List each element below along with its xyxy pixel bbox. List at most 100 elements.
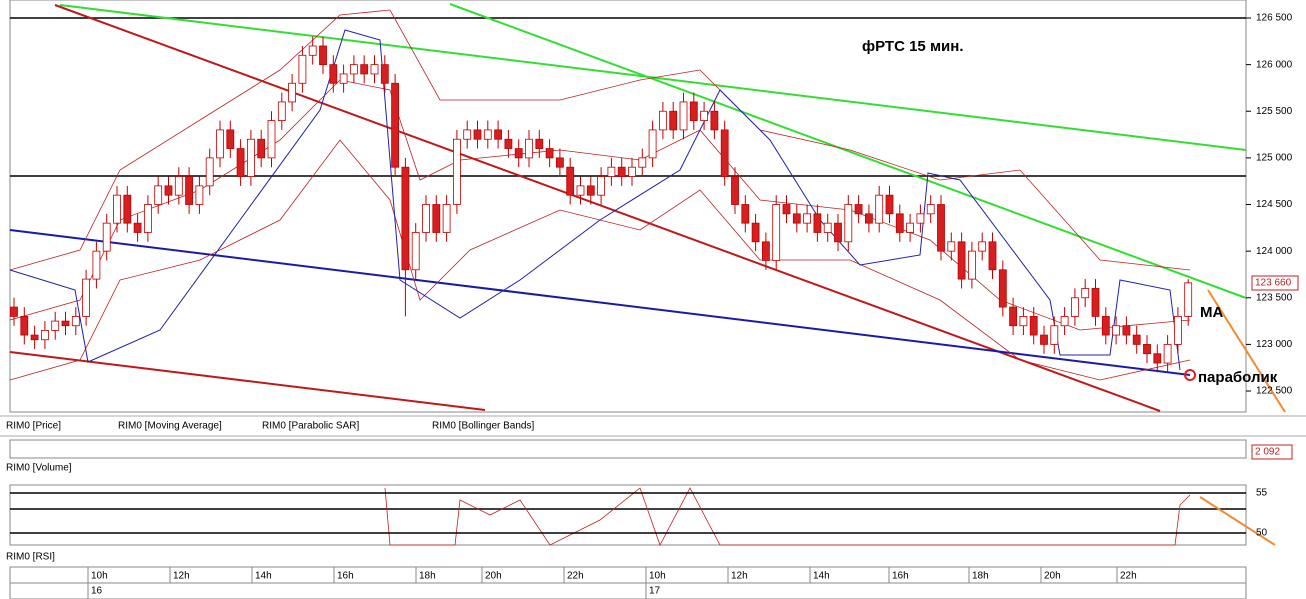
candle-body — [1112, 325, 1120, 336]
candle-body — [731, 176, 739, 205]
candle-body — [937, 204, 945, 252]
volume-panel — [9, 439, 1247, 459]
candle-body — [545, 148, 554, 159]
candle-body — [803, 213, 811, 224]
candle-body — [1122, 325, 1131, 336]
candle-body — [1019, 316, 1028, 327]
candle-body — [1009, 306, 1017, 327]
candle-body — [1071, 297, 1079, 317]
candle-body — [998, 269, 1007, 308]
candle-body — [370, 64, 379, 75]
candle-body — [483, 129, 492, 140]
y-tick-label: 123 500 — [1256, 292, 1293, 303]
candle-body — [813, 213, 822, 233]
annotation: МА — [1200, 304, 1223, 321]
candle-body — [586, 185, 595, 196]
candle-body — [854, 204, 863, 215]
candle-body — [957, 241, 966, 280]
candle-body — [133, 222, 142, 233]
last-price: 123 660 — [1255, 278, 1292, 289]
candle-body — [628, 166, 636, 177]
candle-body — [1143, 343, 1151, 355]
legend-entry: RIM0 [Price] — [6, 421, 61, 432]
candle-body — [741, 204, 750, 224]
candle-body — [1081, 288, 1090, 299]
parabolic-sar — [9, 29, 1181, 371]
candle-body — [452, 138, 461, 205]
candle-body — [432, 204, 441, 233]
day-label: 17 — [649, 586, 661, 597]
candle-body — [10, 306, 18, 317]
x-tick-label: 10h — [91, 571, 108, 582]
bollinger-lower — [9, 139, 1191, 381]
last-volume: 2 092 — [1255, 447, 1280, 458]
candle-body — [916, 213, 925, 224]
rsi-panel — [9, 484, 1247, 546]
candle-body — [123, 194, 132, 224]
legend-entry: RIM0 [Parabolic SAR] — [262, 421, 359, 432]
y-tick-label: 123 000 — [1256, 339, 1293, 350]
x-tick-label: 22h — [1120, 571, 1137, 582]
y-tick-label: 122 500 — [1256, 386, 1293, 397]
candle-body — [463, 129, 472, 140]
candle-body — [185, 176, 194, 205]
candle-body — [30, 334, 39, 341]
y-tick-label: 125 500 — [1256, 106, 1293, 117]
candle-body — [772, 204, 781, 261]
legend-entry: RIM0 [Moving Average] — [118, 421, 222, 432]
candle-body — [380, 64, 389, 84]
rsi-tick-label: 50 — [1256, 528, 1268, 539]
candle-body — [349, 64, 358, 75]
candle-body — [607, 166, 616, 177]
candle-body — [102, 222, 111, 252]
x-tick-label: 18h — [419, 571, 436, 582]
candle-body — [1132, 334, 1141, 345]
candle-body — [267, 120, 276, 159]
day-label: 16 — [91, 586, 103, 597]
candle-body — [41, 330, 49, 341]
x-tick-label: 20h — [485, 571, 502, 582]
candle-body — [298, 54, 307, 84]
rsi-tick-label: 55 — [1256, 488, 1268, 499]
candle-body — [792, 213, 801, 224]
y-tick-label: 124 000 — [1256, 246, 1293, 257]
x-tick-label: 14h — [813, 571, 830, 582]
candle-body — [720, 129, 729, 177]
candle-body — [514, 148, 523, 159]
candle-body — [1163, 343, 1172, 364]
candle-body — [339, 73, 348, 84]
annotation: параболик — [1198, 369, 1278, 386]
x-tick-label: 20h — [1044, 571, 1061, 582]
x-tick-label: 22h — [567, 571, 584, 582]
candle-body — [246, 138, 255, 177]
candle-body — [422, 204, 430, 233]
price-panel — [9, 0, 1247, 413]
candle-body — [257, 138, 266, 159]
candle-body — [751, 222, 760, 243]
candle-body — [277, 101, 286, 121]
x-tick-label: 10h — [649, 571, 666, 582]
candle-body — [216, 129, 224, 159]
candle-body — [885, 194, 894, 215]
candle-body — [1050, 325, 1059, 345]
y-tick-label: 124 500 — [1256, 199, 1293, 210]
candle-body — [205, 157, 214, 187]
candle-body — [659, 110, 667, 131]
y-tick-label: 126 500 — [1256, 13, 1293, 24]
candle-body — [195, 185, 204, 205]
candle-body — [391, 82, 400, 168]
arrow — [1199, 496, 1276, 546]
candle-body — [689, 101, 698, 121]
candle-body — [875, 194, 884, 224]
candle-body — [988, 241, 997, 271]
candle-body — [648, 129, 657, 159]
candle-body — [319, 45, 327, 66]
x-tick-label: 12h — [731, 571, 748, 582]
candle-body — [782, 204, 791, 215]
candle-body — [576, 185, 585, 196]
candle-body — [525, 138, 533, 159]
x-tick-label: 18h — [972, 571, 989, 582]
candle-body — [494, 129, 503, 140]
candle-body — [113, 194, 121, 224]
